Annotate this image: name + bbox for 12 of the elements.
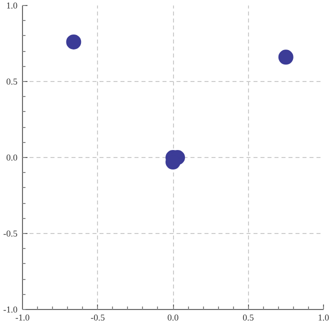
x-tick-label: -1.0 bbox=[15, 312, 30, 322]
x-tick-label: 0.0 bbox=[167, 312, 180, 322]
y-tick-label: 1.0 bbox=[6, 0, 18, 10]
y-tick-label: -1.0 bbox=[3, 304, 18, 314]
point bbox=[66, 34, 82, 50]
y-tick-label: -0.5 bbox=[3, 228, 18, 238]
y-tick-label: 0.5 bbox=[6, 76, 18, 86]
point bbox=[278, 50, 294, 65]
y-tick-label: 0.0 bbox=[6, 152, 18, 162]
x-tick-label: -0.5 bbox=[90, 312, 106, 322]
x-tick-label: 0.5 bbox=[242, 312, 254, 322]
x-tick-label: 1.0 bbox=[318, 312, 330, 322]
